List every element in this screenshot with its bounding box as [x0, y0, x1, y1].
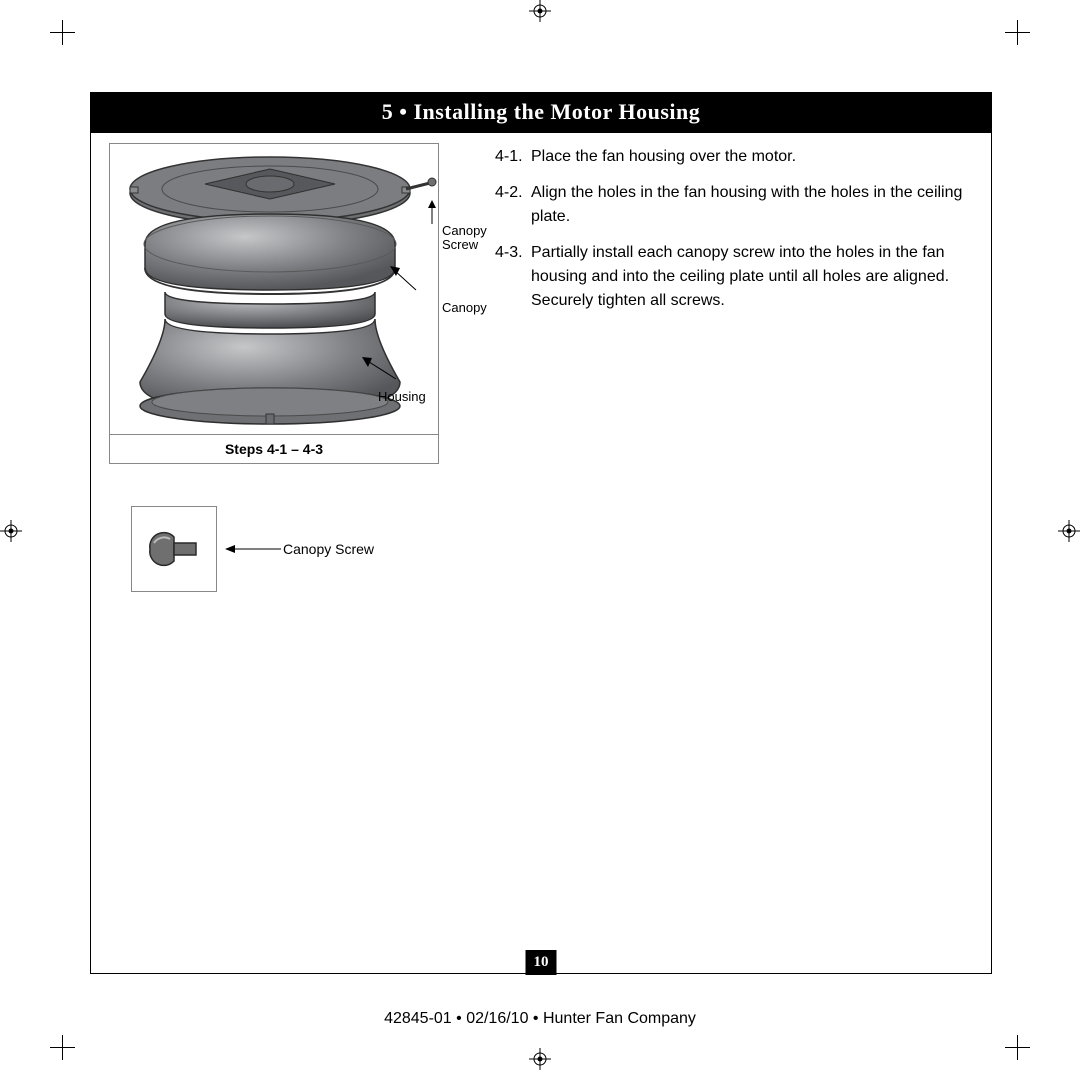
section-header: 5 • Installing the Motor Housing	[91, 93, 991, 133]
step-text: Align the holes in the fan housing with …	[531, 181, 967, 229]
step-item: 4-1. Place the fan housing over the moto…	[495, 145, 967, 169]
registration-mark-icon	[529, 1048, 551, 1070]
doc-footer: 42845-01 • 02/16/10 • Hunter Fan Company	[90, 1010, 990, 1028]
step-number: 4-3.	[495, 241, 531, 313]
registration-mark-icon	[1058, 520, 1080, 542]
step-number: 4-2.	[495, 181, 531, 229]
crop-mark	[50, 20, 80, 50]
callout-canopy-screw: CanopyScrew	[442, 224, 487, 253]
step-item: 4-2. Align the holes in the fan housing …	[495, 181, 967, 229]
figure-canopy-screw	[131, 506, 217, 592]
step-text: Partially install each canopy screw into…	[531, 241, 967, 313]
figure-caption: Steps 4-1 – 4-3	[110, 434, 438, 463]
step-text: Place the fan housing over the motor.	[531, 145, 967, 169]
screw-detail-label: Canopy Screw	[283, 541, 374, 557]
step-item: 4-3. Partially install each canopy screw…	[495, 241, 967, 313]
registration-mark-icon	[0, 520, 22, 542]
crop-mark	[1000, 1030, 1030, 1060]
callout-housing: Housing	[378, 390, 426, 404]
registration-mark-icon	[529, 0, 551, 22]
canopy-screw-icon	[144, 529, 204, 569]
callout-canopy: Canopy	[442, 301, 487, 315]
figure-main: CanopyScrew Canopy Housing Steps 4-1 – 4…	[109, 143, 439, 464]
step-number: 4-1.	[495, 145, 531, 169]
instruction-steps: 4-1. Place the fan housing over the moto…	[491, 133, 991, 592]
page-number-badge: 10	[526, 950, 557, 975]
crop-mark	[50, 1030, 80, 1060]
crop-mark	[1000, 20, 1030, 50]
arrow-icon	[223, 539, 283, 559]
page-frame: 5 • Installing the Motor Housing	[90, 92, 992, 974]
